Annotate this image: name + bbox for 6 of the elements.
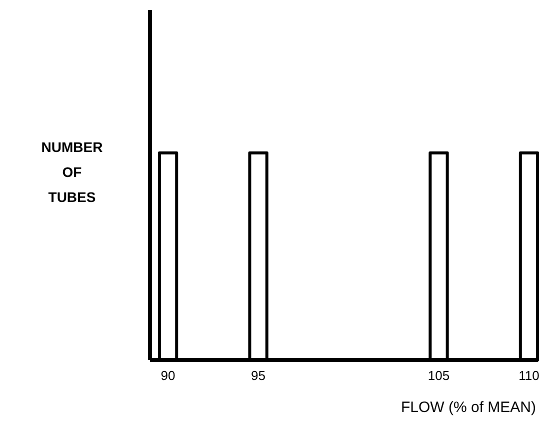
x-tick-label: 90 — [160, 368, 176, 383]
y-axis-title: NUMBER OF TUBES — [41, 139, 103, 205]
x-tick-label: 95 — [251, 368, 266, 383]
x-tick-label: 105 — [428, 368, 450, 383]
x-axis-title: FLOW (% of MEAN) — [400, 399, 536, 416]
x-tick-label: 110 — [518, 368, 540, 383]
